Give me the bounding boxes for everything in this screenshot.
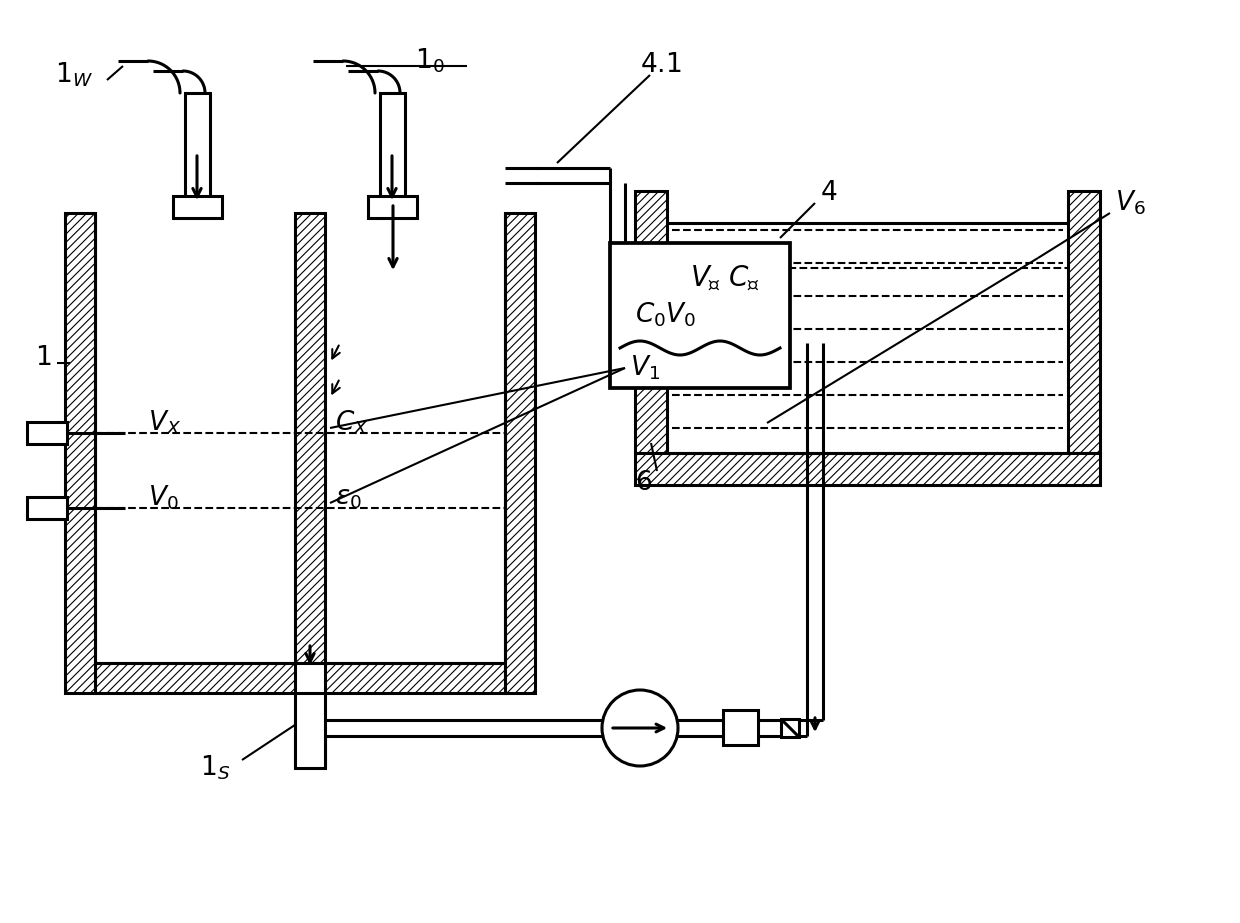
Bar: [368, 196, 417, 218]
Text: $1_0$: $1_0$: [415, 47, 445, 76]
Bar: [95, 663, 505, 693]
Text: $1_W$: $1_W$: [55, 61, 93, 90]
Bar: [64, 213, 95, 693]
Circle shape: [601, 690, 678, 766]
Text: $C_0V_0$: $C_0V_0$: [635, 301, 697, 330]
Bar: [781, 719, 799, 737]
Bar: [610, 243, 790, 388]
Bar: [723, 710, 758, 745]
Text: $V_X$: $V_X$: [148, 409, 181, 438]
Text: $V_1$: $V_1$: [630, 354, 660, 382]
Text: $6$: $6$: [635, 470, 652, 496]
Text: $V_6$: $V_6$: [1115, 188, 1146, 217]
Bar: [295, 693, 325, 768]
Bar: [295, 663, 325, 693]
Bar: [27, 497, 67, 519]
Text: $C_X$: $C_X$: [335, 409, 368, 438]
Bar: [27, 422, 67, 444]
Bar: [379, 93, 405, 213]
Bar: [635, 453, 1100, 485]
Text: $\varepsilon_0$: $\varepsilon_0$: [335, 485, 362, 511]
Text: $V_{孔}\ C_{孔}$: $V_{孔}\ C_{孔}$: [689, 263, 760, 293]
Text: $1$: $1$: [35, 345, 51, 371]
Bar: [174, 196, 222, 218]
Bar: [185, 93, 210, 213]
Text: $V_0$: $V_0$: [148, 484, 179, 512]
Text: $4.1$: $4.1$: [640, 52, 682, 78]
Text: $4$: $4$: [820, 180, 837, 206]
Text: $1_S$: $1_S$: [200, 754, 231, 783]
Bar: [635, 191, 667, 453]
Bar: [1068, 191, 1100, 453]
Bar: [295, 213, 325, 663]
Bar: [505, 213, 534, 693]
